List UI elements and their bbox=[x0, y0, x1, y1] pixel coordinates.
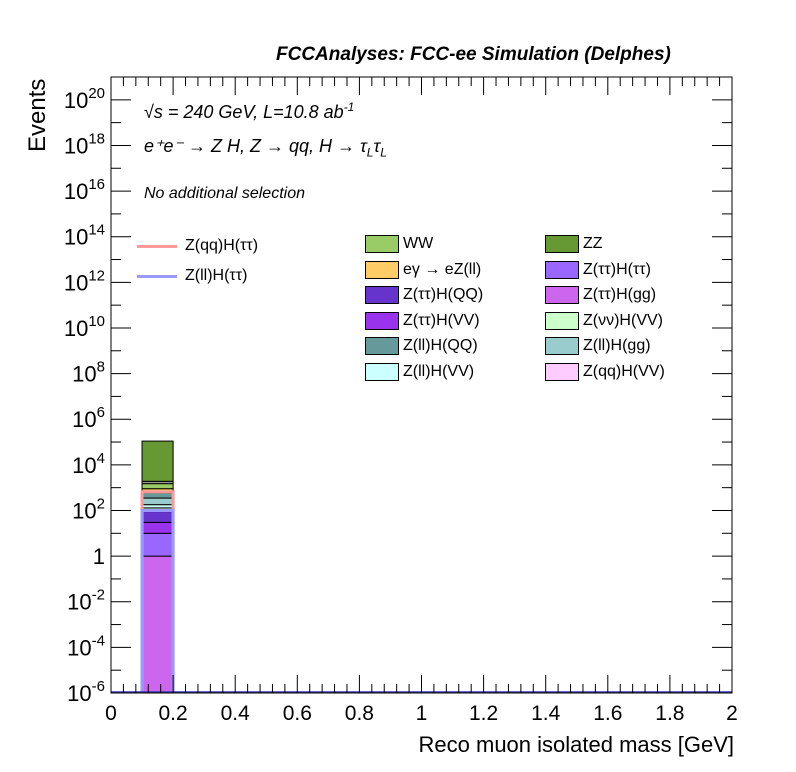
stack-bar-10 bbox=[141, 483, 174, 490]
legend-label: eγ → eZ(ll) bbox=[403, 260, 482, 278]
legend-label: Z(ττ)H(VV) bbox=[403, 311, 480, 329]
x-tick-label-1: 0.2 bbox=[158, 702, 187, 725]
x-tick-label-5: 1 bbox=[416, 702, 428, 725]
y-tick-label-13: 10-6 bbox=[67, 678, 105, 706]
x-tick-label-2: 0.4 bbox=[221, 702, 251, 725]
y-tick-label-5: 1010 bbox=[64, 313, 105, 341]
stack-bar-7 bbox=[141, 497, 174, 506]
legend-box-item-2: eγ → eZ(ll) bbox=[365, 260, 481, 280]
y-tick-label-6: 108 bbox=[72, 359, 105, 387]
legend-box-item-1: ZZ bbox=[545, 234, 603, 254]
x-tick-label-4: 0.8 bbox=[345, 702, 374, 725]
legend-label: WW bbox=[403, 235, 434, 252]
y-tick-label-3: 1014 bbox=[64, 222, 105, 250]
annotation-process-tau2: τ bbox=[373, 136, 381, 156]
legend-color-swatch bbox=[545, 311, 579, 330]
legend-line-swatch bbox=[137, 244, 177, 248]
annotation-selection: No additional selection bbox=[144, 185, 305, 202]
x-tick-label-8: 1.6 bbox=[593, 702, 622, 725]
legend-line-swatch bbox=[137, 274, 177, 278]
signal-line-1 bbox=[140, 508, 175, 693]
stack-bar-8 bbox=[141, 492, 174, 499]
legend-label: Z(ll)H(gg) bbox=[583, 337, 651, 354]
stack-bar-1 bbox=[141, 532, 174, 557]
y-tick-label-8: 104 bbox=[72, 450, 105, 478]
legend-box-item-3: Z(ττ)H(ττ) bbox=[545, 260, 651, 280]
x-tick-label-7: 1.4 bbox=[531, 702, 561, 725]
y-tick-label-12: 10-4 bbox=[67, 632, 105, 660]
legend-label: Z(ττ)H(ττ) bbox=[583, 260, 651, 278]
legend-label: Z(ττ)H(gg) bbox=[583, 286, 657, 303]
annotation-energy-text: √s = 240 GeV, L=10.8 ab bbox=[144, 102, 344, 122]
legend-label: Z(ll)H(VV) bbox=[403, 362, 475, 380]
annotation-process-sub1: L bbox=[366, 145, 374, 160]
annotation-process: e⁺e⁻ → Z H, Z → qq, H → τLτL bbox=[144, 136, 387, 160]
legend-color-swatch bbox=[365, 286, 399, 304]
y-tick-label-10: 1 bbox=[93, 544, 105, 569]
legend-box-item-9: Z(ll)H(gg) bbox=[545, 336, 651, 356]
x-tick-label-9: 1.8 bbox=[655, 702, 684, 725]
x-tick-label-10: 2 bbox=[726, 702, 738, 725]
legend-label: Z(νν)H(VV) bbox=[583, 311, 663, 329]
x-tick-label-6: 1.2 bbox=[469, 702, 498, 725]
annotation-process-sub2: L bbox=[380, 145, 387, 160]
legend-color-swatch bbox=[545, 286, 579, 304]
stack-bar-3 bbox=[141, 511, 174, 523]
annotation-energy-sup: -1 bbox=[343, 100, 355, 114]
legend-label: Z(ll)H(QQ) bbox=[403, 337, 478, 354]
x-tick-label-3: 0.6 bbox=[283, 702, 312, 725]
annotation-energy: √s = 240 GeV, L=10.8 ab-1 bbox=[144, 100, 354, 123]
stack-bar-2 bbox=[141, 521, 174, 534]
header-title: FCCAnalyses: FCC-ee Simulation (Delphes) bbox=[276, 44, 671, 65]
legend-color-swatch bbox=[545, 235, 579, 253]
y-tick-label-1: 1018 bbox=[64, 130, 105, 158]
legend-box-item-11: Z(qq)H(VV) bbox=[545, 362, 665, 382]
legend-color-swatch bbox=[365, 311, 399, 330]
legend-color-swatch bbox=[545, 362, 579, 381]
legend-label: Z(qq)H(ττ) bbox=[185, 237, 259, 254]
legend-line-item-0: Z(qq)H(ττ) bbox=[137, 236, 258, 256]
x-tick-label-0: 0 bbox=[105, 702, 117, 725]
y-tick-label-2: 1016 bbox=[64, 176, 105, 204]
legend-label: Z(ττ)H(QQ) bbox=[403, 286, 484, 303]
legend-box-item-7: Z(νν)H(VV) bbox=[545, 311, 663, 331]
y-tick-label-4: 1012 bbox=[64, 267, 105, 295]
legend-color-swatch bbox=[365, 362, 399, 381]
y-tick-label-9: 102 bbox=[72, 495, 105, 523]
legend-color-swatch bbox=[545, 260, 579, 279]
legend-box-item-6: Z(ττ)H(VV) bbox=[365, 311, 480, 331]
y-axis-label: Events bbox=[24, 78, 51, 152]
x-axis-label: Reco muon isolated mass [GeV] bbox=[418, 732, 734, 757]
y-tick-label-0: 1020 bbox=[64, 85, 105, 113]
plot-frame bbox=[110, 76, 733, 694]
legend-box-item-0: WW bbox=[365, 234, 433, 254]
legend-box-item-8: Z(ll)H(QQ) bbox=[365, 336, 478, 356]
legend-color-swatch bbox=[365, 337, 399, 355]
y-tick-label-7: 106 bbox=[72, 404, 105, 432]
legend-color-swatch bbox=[365, 260, 399, 279]
legend-label: ZZ bbox=[583, 235, 603, 252]
stack-bar-0 bbox=[141, 555, 174, 694]
legend-line-item-1: Z(ll)H(ττ) bbox=[137, 266, 247, 286]
stack-bar-12 bbox=[141, 440, 174, 482]
y-tick-label-11: 10-2 bbox=[67, 587, 105, 615]
legend-box-item-4: Z(ττ)H(QQ) bbox=[365, 285, 483, 305]
legend-label: Z(ll)H(ττ) bbox=[185, 267, 248, 284]
legend-color-swatch bbox=[545, 337, 579, 355]
legend-color-swatch bbox=[365, 235, 399, 253]
legend-label: Z(qq)H(VV) bbox=[583, 362, 665, 380]
legend-box-item-10: Z(ll)H(VV) bbox=[365, 362, 474, 382]
annotation-process-text: e⁺e⁻ → Z H, Z → qq, H → τ bbox=[144, 136, 367, 156]
legend-box-item-5: Z(ττ)H(gg) bbox=[545, 285, 656, 305]
